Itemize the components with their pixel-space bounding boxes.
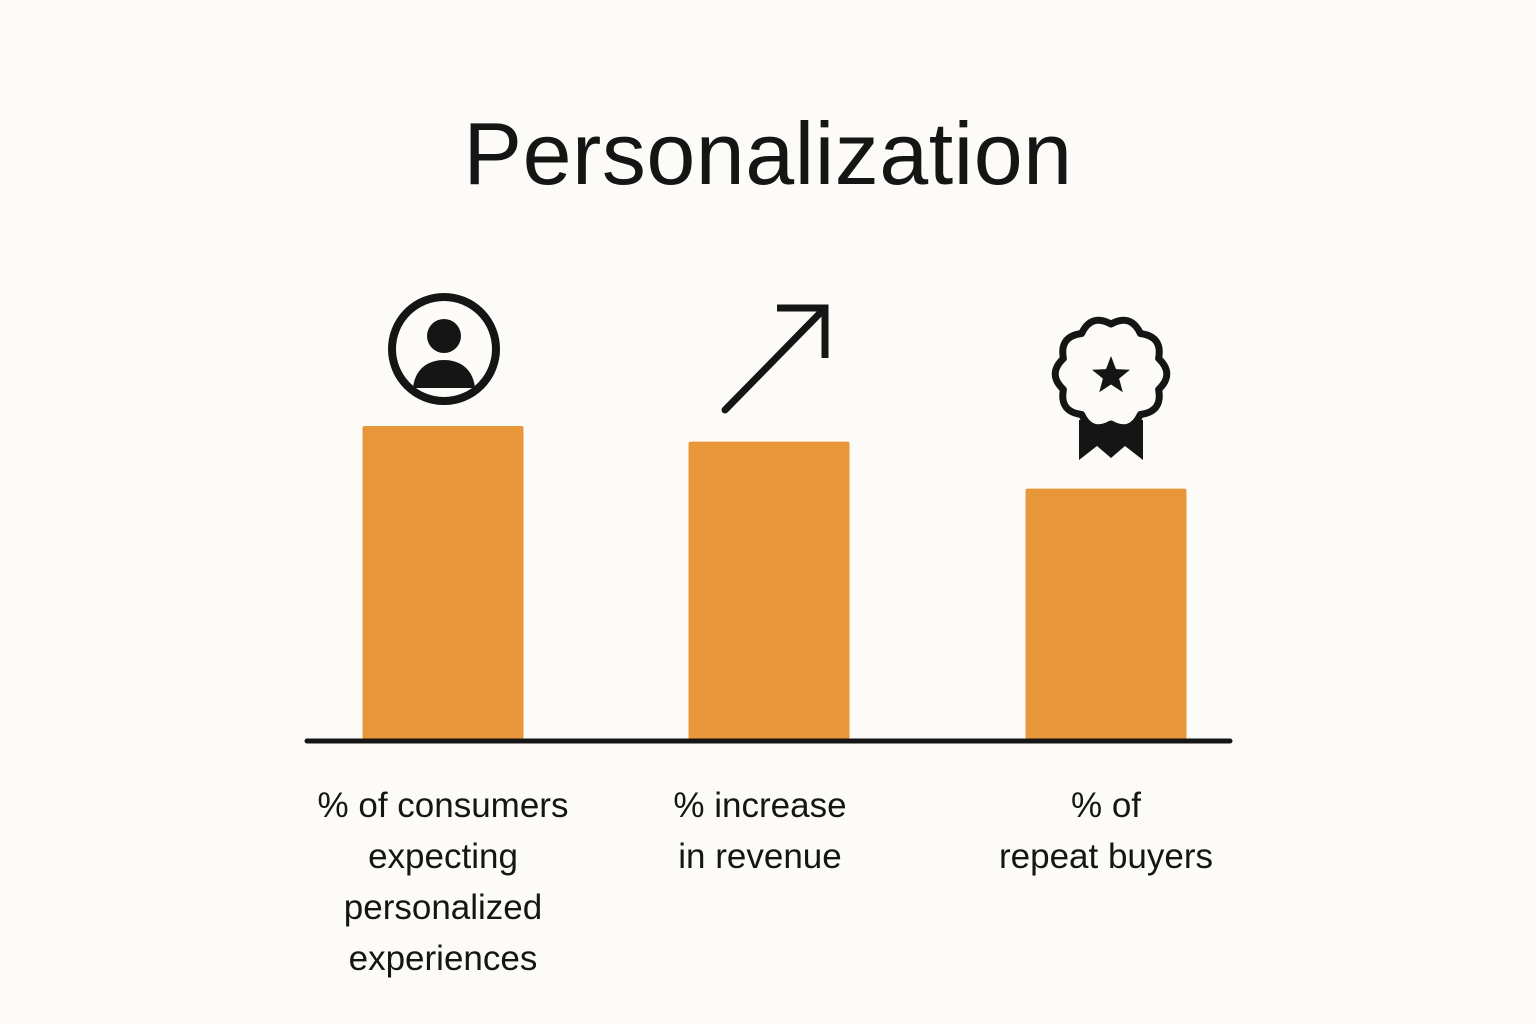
category-label-consumers-expecting: % of consumers expecting personalized ex… <box>317 786 569 978</box>
bars-layer <box>362 426 1187 739</box>
chart-title: Personalization <box>463 104 1073 203</box>
bar-repeat-buyers <box>1025 488 1187 739</box>
bar-consumers-expecting <box>362 426 524 739</box>
category-label-repeat-buyers: % of repeat buyers <box>998 786 1214 876</box>
category-label-revenue-increase: % increase in revenue <box>673 786 847 876</box>
user-icon <box>388 293 500 405</box>
trend-up-arrow-icon <box>721 304 829 414</box>
bar-revenue-increase <box>688 441 850 739</box>
award-badge-icon <box>1051 316 1171 460</box>
